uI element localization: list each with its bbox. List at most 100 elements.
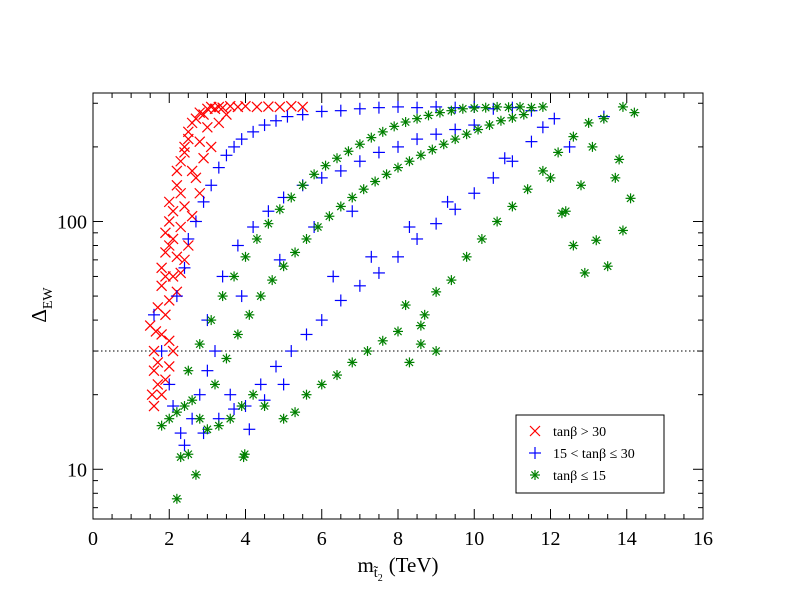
data-point — [175, 452, 186, 463]
x-mark-stroke — [186, 165, 198, 177]
data-point — [476, 233, 487, 244]
y-tick-label: 10 — [67, 459, 87, 481]
data-point — [247, 125, 260, 138]
data-point — [568, 131, 579, 142]
star-mark-stroke — [378, 336, 387, 345]
star-mark-stroke — [618, 102, 627, 111]
star-mark-stroke — [188, 396, 197, 405]
x-mark-stroke — [205, 141, 217, 153]
data-point — [309, 169, 320, 180]
data-point — [190, 172, 202, 184]
data-point — [403, 221, 416, 234]
data-point — [362, 346, 373, 357]
data-point — [285, 345, 298, 358]
data-point — [370, 176, 381, 187]
data-point — [354, 139, 365, 150]
data-point — [160, 309, 171, 321]
data-point — [419, 309, 430, 320]
data-point — [591, 235, 602, 246]
data-point — [206, 315, 217, 326]
star-mark-stroke — [195, 340, 204, 349]
star-mark-stroke — [317, 380, 326, 389]
star-mark-stroke — [447, 106, 456, 115]
data-point — [178, 439, 191, 452]
data-point — [411, 133, 424, 146]
star-mark-stroke — [519, 110, 528, 119]
data-point — [146, 389, 158, 401]
star-mark-stroke — [401, 301, 410, 310]
x-mark-stroke — [190, 113, 202, 125]
data-point — [332, 153, 342, 164]
star-mark-stroke — [432, 347, 441, 356]
data-point — [197, 195, 210, 208]
data-point — [244, 309, 255, 320]
star-mark-stroke — [390, 122, 399, 131]
data-point — [167, 205, 179, 217]
star-mark-stroke — [416, 340, 425, 349]
star-mark-stroke — [611, 173, 620, 182]
star-mark-stroke — [363, 347, 372, 356]
x-mark-stroke — [285, 100, 297, 112]
data-point — [372, 266, 385, 279]
star-mark-stroke — [416, 321, 425, 330]
star-mark-stroke — [355, 140, 364, 149]
y-axis-label-sub: EW — [41, 287, 56, 310]
star-mark-stroke — [413, 114, 422, 123]
star-mark-stroke — [393, 327, 403, 336]
data-point — [221, 109, 232, 121]
data-point — [163, 216, 175, 227]
data-point — [163, 295, 175, 306]
x-mark-stroke — [194, 187, 206, 199]
data-point — [334, 164, 347, 177]
data-point — [156, 420, 167, 431]
data-point — [152, 356, 164, 368]
data-point — [583, 117, 594, 128]
data-point — [171, 493, 182, 504]
data-point — [415, 339, 426, 350]
data-point — [148, 345, 160, 357]
data-point — [461, 129, 472, 140]
data-point — [335, 201, 346, 212]
series-1 — [144, 100, 309, 412]
star-mark-stroke — [493, 217, 502, 226]
data-point — [240, 100, 251, 112]
data-point — [392, 250, 404, 263]
data-point — [353, 279, 366, 292]
data-point — [297, 101, 309, 113]
star-mark-stroke — [260, 401, 269, 411]
data-point — [468, 187, 481, 200]
data-point — [235, 133, 248, 146]
data-point — [182, 232, 195, 245]
data-point — [315, 314, 328, 327]
data-point — [212, 161, 225, 174]
x-tick-label: 2 — [164, 528, 174, 550]
data-point — [254, 378, 267, 391]
data-point — [186, 165, 198, 177]
data-point — [255, 291, 266, 302]
star-mark-stroke — [359, 185, 368, 194]
star-mark-stroke — [405, 157, 414, 166]
data-point — [563, 140, 576, 153]
data-point — [150, 326, 162, 337]
star-mark-stroke — [401, 117, 410, 127]
x-mark-stroke — [186, 210, 198, 222]
data-point — [167, 271, 179, 282]
data-point — [487, 171, 500, 184]
x-mark-stroke — [297, 101, 309, 113]
data-points — [144, 100, 640, 504]
star-mark-stroke — [241, 252, 250, 261]
star-mark-stroke — [527, 103, 536, 112]
data-point — [182, 133, 194, 145]
x-tick-label: 10 — [464, 528, 484, 550]
data-point — [358, 184, 369, 195]
data-point — [431, 286, 442, 297]
legend-box — [515, 414, 665, 494]
star-mark-stroke — [626, 194, 635, 203]
data-point — [506, 155, 519, 168]
data-point — [194, 136, 206, 148]
x-tick-label: 8 — [393, 528, 403, 550]
data-point — [183, 365, 194, 376]
data-point — [461, 251, 472, 262]
y-tick-label: 100 — [57, 211, 87, 233]
